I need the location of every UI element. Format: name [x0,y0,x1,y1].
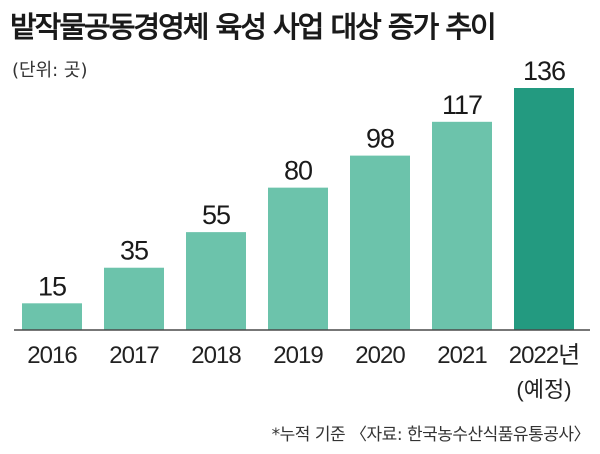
category-label-2019: 2019 [273,342,323,369]
category-label-2020: 2020 [355,342,405,369]
bar-2022년 [514,88,574,330]
value-label-2017: 35 [120,236,148,266]
unit-label: (단위: 곳) [12,60,88,81]
value-label-2022년: 136 [523,56,565,86]
value-label-2016: 15 [38,271,66,301]
category-label-2022년: 2022년 [509,342,579,369]
bar-2021 [432,121,492,330]
chart-title: 밭작물공동경영체 육성 사업 대상 증가 추이 [10,10,497,44]
value-label-2019: 80 [284,156,312,186]
category-label-2018: 2018 [191,342,241,369]
bar-2018 [186,232,246,330]
bar-2016 [22,303,82,330]
category-label-2017: 2017 [109,342,159,369]
bar-2020 [350,155,410,330]
category-label-2016: 2016 [27,342,77,369]
value-label-2020: 98 [366,124,394,154]
value-label-2021: 117 [442,90,482,120]
value-label-2018: 55 [202,200,230,230]
category-label-2021: 2021 [437,342,487,369]
source-footnote: *누적 기준 〈자료: 한국농수산식품유통공사〉 [271,425,591,445]
bar-2019 [268,187,328,330]
category-note-2022년: (예정) [516,377,571,402]
bar-2017 [104,267,164,330]
